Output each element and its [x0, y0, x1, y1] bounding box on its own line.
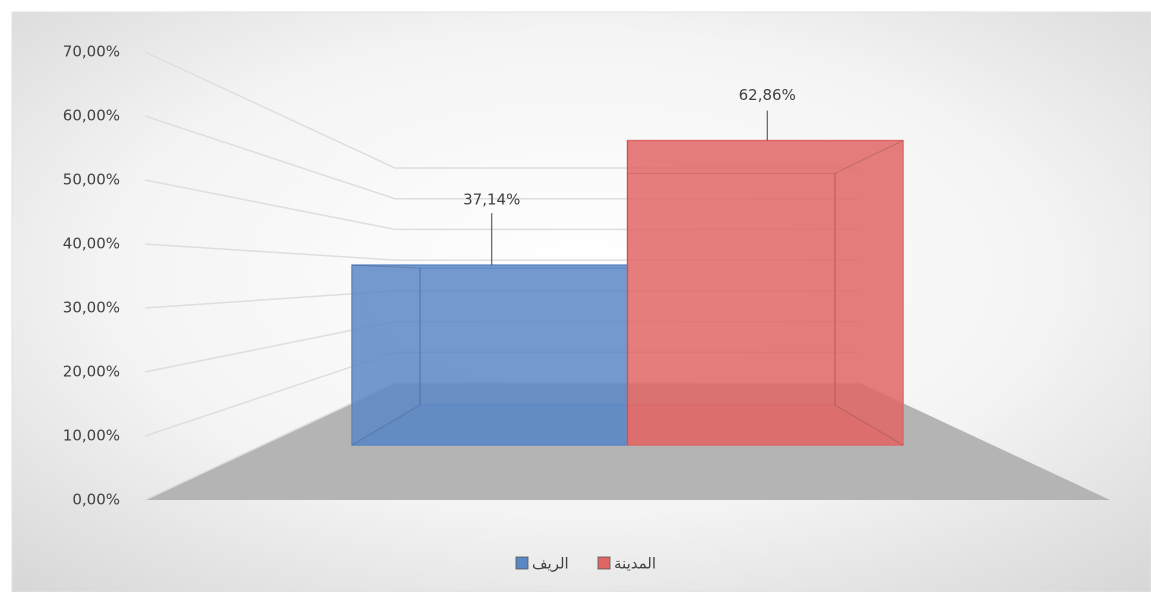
legend-label: المدينة: [614, 555, 656, 573]
y-tick-label: 70,00%: [63, 43, 120, 61]
y-tick-label: 20,00%: [63, 363, 120, 381]
y-tick-label: 50,00%: [63, 171, 120, 189]
bar-edges: [351, 264, 421, 446]
legend-label: الريف: [532, 555, 569, 573]
y-tick-label: 0,00%: [72, 491, 120, 509]
legend-swatch: [515, 556, 529, 570]
data-label: 37,14%: [463, 191, 520, 209]
legend-swatch: [597, 556, 611, 570]
bar: [351, 264, 629, 446]
y-tick-label: 30,00%: [63, 299, 120, 317]
y-tick-label: 60,00%: [63, 107, 120, 125]
y-tick-label: 10,00%: [63, 427, 120, 445]
data-label: 62,86%: [739, 86, 796, 104]
bar: [626, 139, 904, 446]
y-tick-label: 40,00%: [63, 235, 120, 253]
bar-edges: [834, 140, 904, 446]
